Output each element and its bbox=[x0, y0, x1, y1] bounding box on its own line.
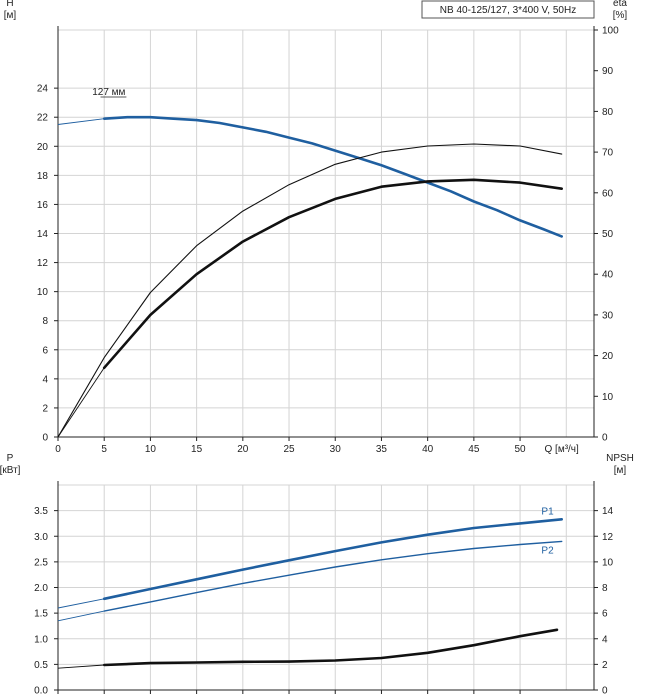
series-line bbox=[57, 143, 563, 438]
y-left-tick-label: 24 bbox=[37, 84, 49, 95]
series-line-extrapolated bbox=[57, 610, 105, 622]
y-right-tick-label: 40 bbox=[602, 270, 614, 281]
y-left-tick-label: 14 bbox=[37, 229, 49, 240]
x-tick-label: 40 bbox=[422, 444, 434, 455]
y-left-tick-label: 10 bbox=[37, 287, 49, 298]
curve-annotation-127mm: 127 мм bbox=[92, 87, 125, 98]
y-right-tick-label: 90 bbox=[602, 66, 614, 77]
title-box bbox=[421, 0, 595, 19]
series-line-extrapolated bbox=[57, 598, 105, 609]
y-left-tick-label: 0 bbox=[42, 433, 48, 444]
y-left-tick-label: 2.5 bbox=[34, 557, 48, 568]
series-line bbox=[102, 178, 564, 370]
x-tick-label: 10 bbox=[145, 444, 157, 455]
y-left-tick-label: 16 bbox=[37, 200, 49, 211]
y-right-tick-label: 70 bbox=[602, 148, 614, 159]
y-left-tick-label: 1.5 bbox=[34, 609, 48, 620]
y-right-tick-label: 0 bbox=[602, 433, 608, 444]
x-tick-label: 0 bbox=[55, 444, 61, 455]
y-right-tick-label: 2 bbox=[602, 660, 608, 671]
y-right-tick-label: 14 bbox=[602, 506, 614, 517]
y-right-tick-label: 30 bbox=[602, 310, 614, 321]
y-right-tick-label: 50 bbox=[602, 229, 614, 240]
y-right-tick-label: 80 bbox=[602, 107, 614, 118]
y-left-tick-label: 6 bbox=[42, 345, 48, 356]
y-right-axis-title: eta bbox=[613, 0, 627, 9]
y-right-tick-label: 6 bbox=[602, 609, 608, 620]
series-line bbox=[102, 517, 564, 601]
series-line-extrapolated bbox=[57, 664, 105, 669]
y-left-tick-label: 18 bbox=[37, 171, 49, 182]
y-right-tick-label: 8 bbox=[602, 583, 608, 594]
series-line bbox=[103, 540, 563, 612]
y-right-tick-label: 12 bbox=[602, 532, 614, 543]
y-right-tick-label: 60 bbox=[602, 188, 614, 199]
y-right-axis-title: NPSH bbox=[606, 453, 634, 464]
y-left-tick-label: 20 bbox=[37, 142, 49, 153]
y-left-axis-title: P bbox=[7, 453, 14, 464]
x-tick-label: 45 bbox=[468, 444, 480, 455]
y-left-tick-label: 0.0 bbox=[34, 686, 48, 697]
y-right-tick-label: 20 bbox=[602, 351, 614, 362]
series-line bbox=[102, 628, 559, 667]
y-left-tick-label: 3.0 bbox=[34, 532, 48, 543]
y-left-tick-label: 12 bbox=[37, 258, 49, 269]
x-tick-label: 25 bbox=[283, 444, 295, 455]
y-left-tick-label: 4 bbox=[42, 374, 48, 385]
x-axis-title: Q [м³/ч] bbox=[544, 444, 579, 455]
y-left-axis-unit: [кВт] bbox=[0, 465, 21, 476]
y-left-tick-label: 22 bbox=[37, 113, 49, 124]
chart-title: NB 40-125/127, 3*400 V, 50Hz bbox=[440, 5, 576, 16]
y-left-tick-label: 2 bbox=[42, 403, 48, 414]
x-tick-label: 15 bbox=[191, 444, 203, 455]
y-right-tick-label: 10 bbox=[602, 557, 614, 568]
series-line-extrapolated bbox=[57, 118, 105, 125]
y-left-tick-label: 3.5 bbox=[34, 506, 48, 517]
y-right-axis-unit: [%] bbox=[613, 10, 628, 21]
x-tick-label: 20 bbox=[237, 444, 249, 455]
series-line bbox=[102, 115, 564, 238]
x-tick-label: 5 bbox=[101, 444, 107, 455]
x-tick-label: 35 bbox=[376, 444, 388, 455]
y-left-axis-title: H bbox=[6, 0, 13, 9]
y-right-tick-label: 0 bbox=[602, 686, 608, 697]
y-left-axis-unit: [м] bbox=[4, 10, 17, 21]
series-label: P1 bbox=[541, 506, 554, 517]
y-right-tick-label: 100 bbox=[602, 26, 619, 37]
y-left-tick-label: 2.0 bbox=[34, 583, 48, 594]
y-left-tick-label: 1.0 bbox=[34, 634, 48, 645]
x-tick-label: 30 bbox=[330, 444, 342, 455]
x-tick-label: 50 bbox=[515, 444, 527, 455]
series-label: P2 bbox=[541, 545, 554, 556]
y-left-tick-label: 0.5 bbox=[34, 660, 48, 671]
y-left-tick-label: 8 bbox=[42, 316, 48, 327]
y-right-tick-label: 10 bbox=[602, 392, 614, 403]
series-line-extrapolated bbox=[57, 367, 105, 438]
y-right-tick-label: 4 bbox=[602, 634, 608, 645]
y-right-axis-unit: [м] bbox=[614, 465, 627, 476]
